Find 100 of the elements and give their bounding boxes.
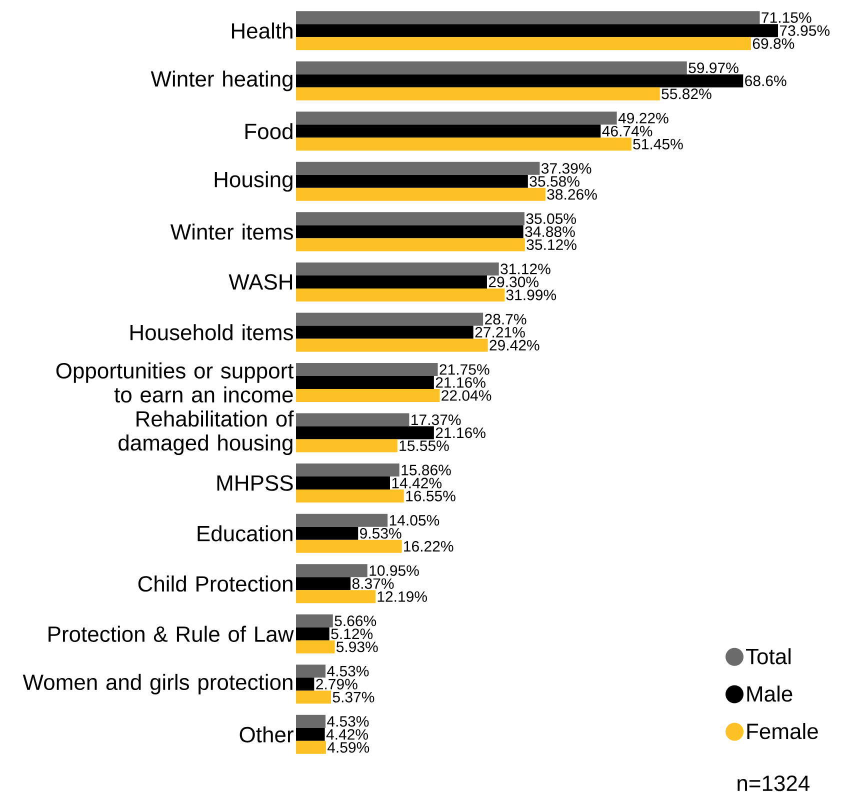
data-label: 46.74% bbox=[602, 126, 652, 136]
bar bbox=[296, 11, 760, 24]
data-label: 16.22% bbox=[404, 541, 454, 552]
data-label: 2.79% bbox=[316, 678, 358, 690]
data-label: 5.12% bbox=[331, 628, 373, 640]
data-label: 35.05% bbox=[526, 213, 576, 224]
data-label: 35.58% bbox=[530, 176, 580, 187]
legend-label: Male bbox=[747, 686, 792, 702]
data-label: 4.42% bbox=[326, 729, 368, 740]
data-label: 27.21% bbox=[475, 326, 525, 338]
data-label: 21.16% bbox=[436, 427, 486, 438]
data-label: 29.30% bbox=[488, 276, 539, 288]
bar bbox=[296, 389, 440, 402]
data-label: 31.99% bbox=[506, 290, 556, 300]
bar bbox=[296, 37, 751, 50]
data-label: 51.45% bbox=[633, 138, 683, 150]
bar bbox=[296, 490, 404, 503]
bar bbox=[296, 275, 487, 288]
bar bbox=[296, 714, 326, 728]
bar bbox=[296, 640, 335, 654]
data-label: 59.97% bbox=[688, 62, 738, 74]
data-label: 14.05% bbox=[390, 515, 440, 526]
bar bbox=[296, 326, 474, 339]
data-label: 17.37% bbox=[412, 414, 461, 426]
bar bbox=[296, 426, 434, 440]
y-tick-label: Rehabilitation of damaged housing bbox=[118, 410, 294, 456]
y-tick-label: Protection & Rule of Law bbox=[48, 626, 294, 642]
bar bbox=[296, 577, 351, 590]
data-label: 73.95% bbox=[780, 25, 830, 36]
bar bbox=[296, 61, 687, 74]
bar bbox=[296, 338, 488, 352]
bar bbox=[296, 514, 388, 527]
text: n=1324 bbox=[738, 776, 810, 792]
data-label: 35.12% bbox=[526, 239, 576, 250]
bar bbox=[296, 312, 484, 326]
bar bbox=[296, 564, 368, 578]
bar bbox=[296, 212, 524, 226]
bar bbox=[296, 664, 326, 678]
data-label: 49.22% bbox=[618, 112, 668, 124]
y-tick-label: Food bbox=[245, 123, 292, 140]
y-tick-label: WASH bbox=[228, 274, 292, 290]
bar bbox=[296, 540, 402, 553]
data-label: 34.88% bbox=[525, 226, 575, 237]
data-label: 4.53% bbox=[327, 716, 369, 727]
legend-label: Total bbox=[746, 648, 791, 664]
bar bbox=[296, 188, 546, 201]
data-label: 16.55% bbox=[406, 490, 456, 502]
bar bbox=[296, 590, 376, 604]
bar bbox=[296, 614, 333, 628]
bar bbox=[296, 476, 390, 490]
bar bbox=[296, 74, 744, 88]
data-label: 71.15% bbox=[762, 12, 812, 23]
data-label: 68.6% bbox=[745, 76, 786, 86]
bar bbox=[296, 627, 330, 640]
data-label: 22.04% bbox=[442, 390, 492, 401]
bar bbox=[296, 87, 660, 100]
bar bbox=[296, 728, 325, 741]
data-label: 38.26% bbox=[547, 189, 597, 200]
bar bbox=[296, 24, 778, 38]
bar bbox=[296, 138, 632, 151]
data-label: 15.86% bbox=[402, 464, 451, 476]
data-label: 9.53% bbox=[360, 528, 402, 539]
bar bbox=[296, 464, 400, 477]
data-label: 21.16% bbox=[436, 377, 486, 388]
bar bbox=[296, 225, 524, 238]
data-label: 31.12% bbox=[500, 264, 550, 274]
bar bbox=[296, 413, 410, 426]
data-label: 37.39% bbox=[541, 163, 592, 174]
data-label: 69.8% bbox=[752, 38, 794, 49]
data-label: 14.42% bbox=[392, 478, 442, 488]
bar bbox=[296, 690, 331, 704]
y-tick-label: MHPSS bbox=[217, 475, 293, 491]
data-label: 5.37% bbox=[332, 692, 374, 702]
bar bbox=[296, 363, 438, 376]
bar bbox=[296, 526, 358, 540]
bar bbox=[296, 262, 499, 276]
y-tick-label: Women and girls protection bbox=[22, 674, 292, 694]
y-tick-label: Education bbox=[198, 525, 292, 542]
data-label: 21.75% bbox=[440, 364, 490, 375]
bar bbox=[296, 376, 434, 390]
data-label: 8.37% bbox=[352, 578, 394, 589]
data-label: 29.42% bbox=[490, 340, 540, 351]
y-tick-label: Housing bbox=[214, 171, 292, 192]
data-label: 15.55% bbox=[400, 440, 449, 452]
data-label: 4.59% bbox=[327, 742, 370, 753]
bar bbox=[296, 162, 540, 175]
legend-label: Female bbox=[747, 723, 818, 740]
bar bbox=[296, 238, 525, 252]
bar bbox=[296, 174, 528, 188]
y-tick-label: Other bbox=[240, 726, 294, 742]
data-label: 5.93% bbox=[336, 642, 378, 652]
data-label: 55.82% bbox=[662, 88, 712, 100]
y-tick-label: Opportunities or support to earn an income bbox=[56, 362, 294, 403]
y-tick-label: Winter items bbox=[170, 224, 293, 240]
bar bbox=[296, 439, 398, 452]
bar bbox=[296, 740, 326, 754]
data-label: 12.19% bbox=[378, 591, 427, 602]
y-tick-label: Child Protection bbox=[138, 576, 292, 592]
bar bbox=[296, 678, 314, 691]
data-label: 10.95% bbox=[370, 565, 419, 576]
